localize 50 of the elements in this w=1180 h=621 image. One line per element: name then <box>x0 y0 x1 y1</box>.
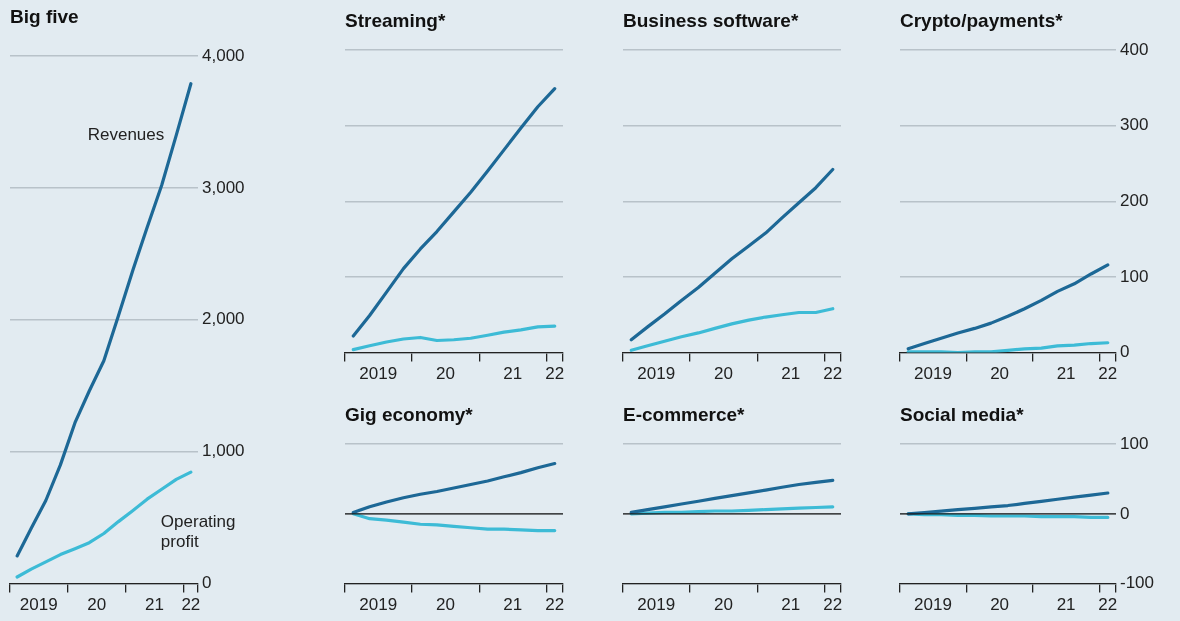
x-tick-label: 2019 <box>359 364 398 384</box>
chart-title: Streaming* <box>345 10 446 32</box>
y-tick-label: 0 <box>1120 342 1130 362</box>
x-tick-label: 2019 <box>19 595 58 615</box>
chart-title: Big five <box>10 6 79 28</box>
x-tick-label: 21 <box>145 595 165 615</box>
x-tick-label: 20 <box>714 364 734 384</box>
x-tick-label: 2019 <box>914 595 952 615</box>
y-tick-label: 200 <box>1120 191 1149 211</box>
y-tick-label: 300 <box>1120 115 1149 135</box>
chart-title: Gig economy* <box>345 404 473 426</box>
y-tick-label: 4,000 <box>202 45 245 65</box>
y-tick-label: -100 <box>1120 573 1155 593</box>
x-tick-label: 21 <box>781 595 801 615</box>
x-tick-label: 22 <box>1098 595 1118 615</box>
x-tick-label: 2019 <box>359 595 398 615</box>
x-tick-label: 2019 <box>637 595 676 615</box>
x-tick-label: 2019 <box>637 364 676 384</box>
x-tick-label: 2019 <box>914 364 952 384</box>
x-tick-label: 20 <box>436 595 456 615</box>
y-tick-label: 1,000 <box>202 441 245 461</box>
y-tick-label: 0 <box>202 573 212 593</box>
x-tick-label: 22 <box>823 595 843 615</box>
y-tick-label: 3,000 <box>202 177 245 197</box>
series-label: Revenues <box>87 124 165 144</box>
x-tick-label: 21 <box>1056 364 1076 384</box>
chart-title: Business software* <box>623 10 799 32</box>
x-tick-label: 21 <box>503 364 523 384</box>
x-tick-label: 20 <box>990 595 1010 615</box>
x-tick-label: 22 <box>181 595 201 615</box>
chart-title: E-commerce* <box>623 404 745 426</box>
x-tick-label: 22 <box>823 364 843 384</box>
x-tick-label: 20 <box>436 364 456 384</box>
x-tick-label: 22 <box>545 595 565 615</box>
chart-title: Crypto/payments* <box>900 10 1063 32</box>
x-tick-label: 20 <box>714 595 734 615</box>
chart-title: Social media* <box>900 404 1024 426</box>
x-tick-label: 21 <box>781 364 801 384</box>
x-tick-label: 21 <box>503 595 523 615</box>
series-label: Operating profit <box>160 511 236 551</box>
y-tick-label: 100 <box>1120 433 1149 453</box>
x-tick-label: 20 <box>990 364 1010 384</box>
x-tick-label: 22 <box>545 364 565 384</box>
y-tick-label: 400 <box>1120 39 1149 59</box>
y-tick-label: 0 <box>1120 503 1130 523</box>
y-tick-label: 2,000 <box>202 309 245 329</box>
x-tick-label: 20 <box>87 595 107 615</box>
y-tick-label: 100 <box>1120 266 1149 286</box>
x-tick-label: 21 <box>1056 595 1076 615</box>
x-tick-label: 22 <box>1098 364 1118 384</box>
